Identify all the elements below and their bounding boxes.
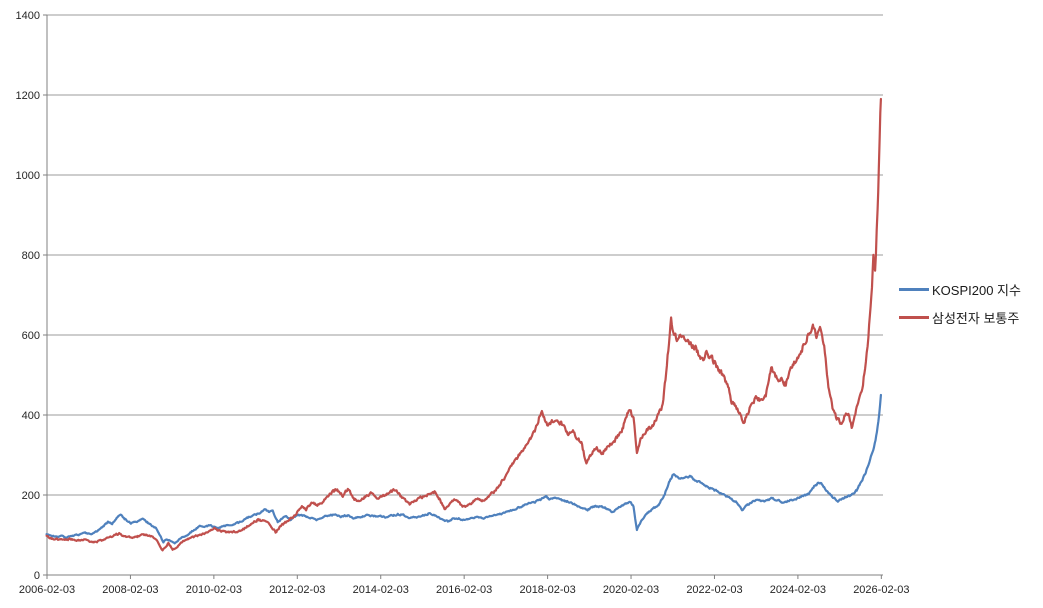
y-axis-tick-label: 400 bbox=[22, 410, 40, 422]
x-axis-tick-label: 2026-02-03 bbox=[853, 584, 909, 596]
y-axis-tick-label: 1200 bbox=[16, 90, 40, 102]
y-axis-tick-label: 1400 bbox=[16, 10, 40, 22]
x-axis-tick-label: 2008-02-03 bbox=[102, 584, 158, 596]
kospi200-line bbox=[45, 393, 882, 545]
legend-item-kospi200: KOSPI200 지수 bbox=[899, 280, 1021, 299]
x-axis-tick-label: 2014-02-03 bbox=[353, 584, 409, 596]
y-axis-tick-label: 200 bbox=[22, 490, 40, 502]
x-axis-tick-label: 2022-02-03 bbox=[686, 584, 742, 596]
y-axis-tick-label: 1000 bbox=[16, 170, 40, 182]
y-axis-tick-label: 600 bbox=[22, 330, 40, 342]
y-axis-tick-label: 0 bbox=[34, 570, 40, 582]
x-axis-tick-label: 2010-02-03 bbox=[186, 584, 242, 596]
y-axis-tick-label: 800 bbox=[22, 250, 40, 262]
x-axis-tick-label: 2018-02-03 bbox=[519, 584, 575, 596]
samsung-line-swatch bbox=[899, 316, 929, 319]
x-axis-tick-label: 2024-02-03 bbox=[770, 584, 826, 596]
legend-label-kospi200: KOSPI200 지수 bbox=[932, 283, 1021, 298]
legend-item-samsung: 삼성전자 보통주 bbox=[899, 308, 1021, 327]
chart-legend: KOSPI200 지수 삼성전자 보통주 bbox=[899, 280, 1021, 327]
kospi200-line-swatch bbox=[899, 288, 929, 291]
x-axis-tick-label: 2016-02-03 bbox=[436, 584, 492, 596]
samsung-line bbox=[45, 97, 882, 552]
legend-label-samsung: 삼성전자 보통주 bbox=[932, 311, 1020, 326]
x-axis-tick-label: 2012-02-03 bbox=[269, 584, 325, 596]
x-axis-tick-label: 2020-02-03 bbox=[603, 584, 659, 596]
x-axis-tick-label: 2006-02-03 bbox=[19, 584, 75, 596]
